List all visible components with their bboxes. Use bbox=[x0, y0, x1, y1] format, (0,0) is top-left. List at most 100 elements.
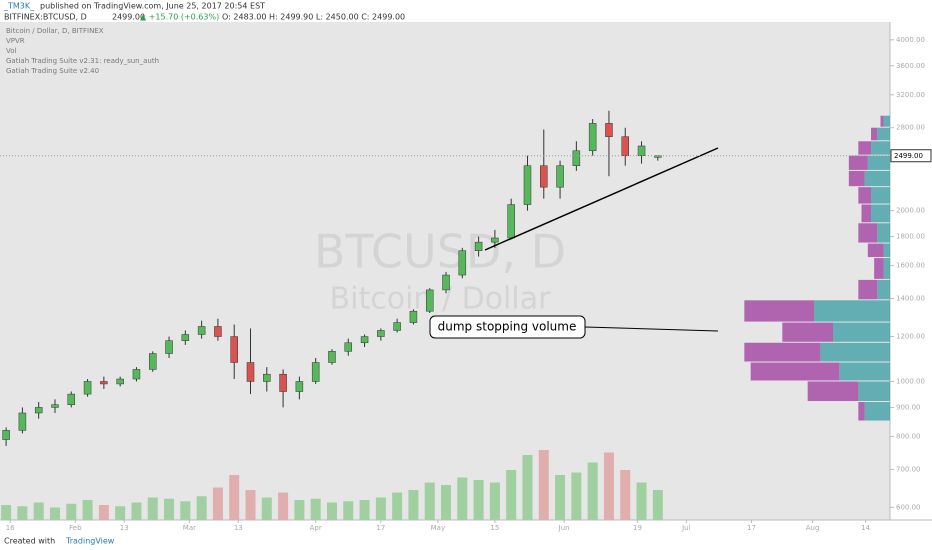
volume-bar bbox=[441, 485, 452, 520]
profile-up bbox=[833, 322, 890, 342]
candle-body bbox=[67, 393, 76, 405]
y-tick-label: 2800.00 bbox=[896, 124, 925, 132]
x-tick-label: 13 bbox=[120, 524, 129, 532]
volume-bar bbox=[1, 505, 12, 520]
y-tick-label: 2000.00 bbox=[896, 207, 925, 215]
candle-body bbox=[377, 330, 385, 337]
volume-bar bbox=[359, 500, 370, 520]
profile-up bbox=[883, 115, 890, 127]
volume-bar bbox=[310, 498, 321, 520]
candle-body bbox=[116, 378, 124, 385]
annotation-pointer bbox=[584, 326, 719, 332]
volume-bar bbox=[506, 470, 517, 520]
candle-body bbox=[523, 165, 532, 205]
candle-body bbox=[491, 237, 499, 243]
volume-bar bbox=[82, 500, 93, 520]
watermark-sub: Bitcoin / Dollar bbox=[330, 282, 552, 317]
profile-down bbox=[861, 204, 871, 223]
y-tick-label: 1600.00 bbox=[896, 262, 925, 270]
candle-body bbox=[230, 336, 238, 363]
symbol: BITFINEX:BTCUSD, D bbox=[4, 13, 87, 22]
y-tick-label: 3600.00 bbox=[896, 62, 925, 70]
profile-up bbox=[814, 300, 890, 322]
candle-body bbox=[458, 250, 467, 276]
volume-bar bbox=[245, 490, 256, 520]
volume-bar bbox=[212, 487, 223, 520]
candle-body bbox=[197, 326, 206, 335]
annotation-box bbox=[429, 315, 586, 339]
legend: Bitcoin / Dollar, D, BITFINEX VPVR Vol Gati… bbox=[6, 27, 159, 75]
volume-bar bbox=[147, 497, 158, 520]
volume-bar bbox=[603, 452, 614, 520]
y-tick-label: 3200.00 bbox=[896, 91, 925, 99]
volume-bar bbox=[261, 497, 272, 520]
last-price-box bbox=[890, 149, 932, 163]
candle-body bbox=[148, 353, 157, 370]
candle-body bbox=[263, 373, 271, 382]
volume-bar bbox=[98, 505, 109, 520]
candle-body bbox=[621, 136, 629, 156]
change: ▲ +15.70 (+0.63%) bbox=[140, 13, 219, 22]
profile-up bbox=[877, 279, 890, 300]
profile-up bbox=[871, 141, 890, 155]
y-tick-label: 1400.00 bbox=[896, 295, 925, 303]
profile-up bbox=[883, 258, 890, 279]
volume-bar bbox=[457, 477, 468, 520]
candle-body bbox=[132, 369, 141, 380]
profile-down bbox=[871, 127, 878, 141]
x-tick-label: 17 bbox=[376, 524, 385, 532]
profile-down bbox=[858, 402, 865, 421]
candle-body bbox=[181, 334, 190, 341]
profile-down bbox=[858, 141, 871, 155]
y-tick-label: 900.00 bbox=[896, 403, 921, 411]
x-tick-label: 17 bbox=[747, 524, 756, 532]
volume-bar bbox=[278, 492, 289, 520]
volume-bar bbox=[473, 480, 484, 520]
profile-down bbox=[750, 362, 840, 381]
legend-item: Bitcoin / Dollar, D, BITFINEX bbox=[6, 27, 104, 35]
x-tick-label: Jul bbox=[681, 524, 691, 532]
volume-bar bbox=[522, 455, 533, 520]
x-tick-label: 16 bbox=[6, 524, 15, 532]
x-tick-label: 15 bbox=[490, 524, 499, 532]
candle-body bbox=[214, 326, 222, 337]
candle-body bbox=[100, 381, 108, 385]
candle-body bbox=[246, 362, 255, 382]
volume-bar bbox=[33, 502, 44, 520]
profile-up bbox=[820, 342, 890, 362]
legend-item: VPVR bbox=[6, 37, 25, 45]
profile-down bbox=[867, 243, 884, 258]
price-axis-background bbox=[890, 22, 932, 520]
candle-body bbox=[18, 412, 27, 431]
x-tick-label: Feb bbox=[69, 524, 82, 532]
author[interactable]: _TM3K_ bbox=[3, 2, 35, 11]
volume-bar bbox=[571, 472, 582, 520]
profile-up bbox=[867, 155, 890, 170]
candle-body bbox=[393, 322, 401, 331]
watermark: BTCUSD, D bbox=[314, 225, 566, 279]
candle-body bbox=[409, 310, 418, 323]
y-tick-label: 600.00 bbox=[896, 503, 921, 511]
profile-up bbox=[871, 204, 890, 223]
x-tick-label: 13 bbox=[234, 524, 243, 532]
y-tick-label: 1200.00 bbox=[896, 333, 925, 341]
profile-up bbox=[883, 243, 890, 258]
volume-bar bbox=[620, 470, 631, 520]
y-tick-label: 1800.00 bbox=[896, 233, 925, 241]
y-tick-label: 800.00 bbox=[896, 432, 921, 440]
footer-brand[interactable]: TradingView bbox=[65, 537, 115, 546]
profile-up bbox=[839, 362, 890, 381]
profile-down bbox=[858, 223, 878, 243]
profile-down bbox=[744, 342, 821, 362]
volume-bar bbox=[636, 482, 647, 520]
candle-body bbox=[34, 407, 43, 414]
volume-bar bbox=[164, 498, 175, 520]
volume-bar bbox=[180, 501, 191, 520]
profile-up bbox=[877, 223, 890, 243]
candle-body bbox=[295, 381, 304, 392]
profile-up bbox=[871, 187, 890, 204]
volume-bar bbox=[196, 496, 207, 520]
plot-background bbox=[0, 22, 890, 520]
